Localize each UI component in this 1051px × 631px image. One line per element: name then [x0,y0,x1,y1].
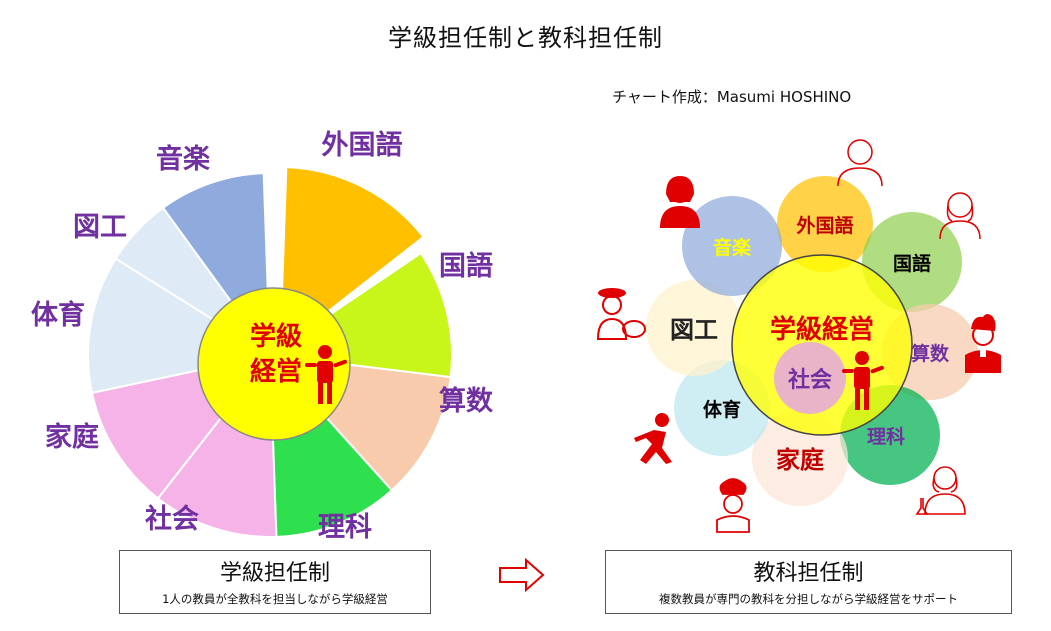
left-caption-box: 学級担任制 1人の教員が全教科を担当しながら学級経営 [119,550,431,614]
subject-label-katei: 家庭 [776,446,824,474]
right-caption-title: 教科担任制 [753,561,864,586]
right-caption-subtitle: 複数教員が専門の教科を分担しながら学級経営をサポート [659,592,958,606]
scientist-icon [915,466,966,515]
subject-label-kokugo: 国語 [893,252,931,275]
subject-label-gaikokugo: 外国語 [796,214,853,237]
chef-icon [716,478,750,533]
subject-label-zuko: 図工 [670,316,718,344]
right-shakai-label: 社会 [788,367,832,393]
subject-circle-zuko [646,280,742,376]
subject-circle-gaikokugo [777,176,873,272]
subject-label-taiiku: 体育 [703,398,741,421]
teacher-boy-icon [965,314,1001,373]
pie-label-ongaku: 音楽 [156,143,210,175]
subject-label-ongaku: 音楽 [713,236,752,259]
left-caption-title: 学級担任制 [219,561,330,586]
left-center-label-line2: 経営 [250,356,302,387]
subject-circle-ongaku [682,196,782,296]
pie-label-zuko: 図工 [73,212,127,243]
left-center-label-line1: 学級 [250,321,302,352]
teacher-female-filled-icon [660,176,700,228]
subject-label-rika: 理科 [867,425,905,448]
teacher-icon [305,345,347,404]
left-center-circle [197,287,351,441]
right-center-label: 学級経営 [770,314,874,345]
pie-label-kokugo: 国語 [439,250,493,282]
pie-label-rika: 理科 [318,512,372,543]
pie-label-katei: 家庭 [45,421,99,453]
page-title: 学級担任制と教科担任制 [388,24,663,52]
teacher-male-outline-icon [837,139,883,187]
left-caption-subtitle: 1人の教員が全教科を担当しながら学級経営 [162,592,388,606]
right-shakai-circle [774,342,846,414]
teacher-female-outline-icon [939,192,981,240]
subject-label-sansu: 算数 [911,342,950,365]
pie-label-sansu: 算数 [439,385,494,417]
right-arrow-icon [499,558,545,592]
chart-credit: チャート作成：Masumi HOSHINO [612,88,852,106]
pie-label-taiiku: 体育 [31,299,85,331]
pie-label-shakai: 社会 [145,503,199,535]
pie-label-gaikokugo: 外国語 [322,129,403,161]
center-teacher-icon [842,351,884,410]
running-person-icon [634,413,672,464]
painter-icon [596,288,646,340]
right-caption-box: 教科担任制 複数教員が専門の教科を分担しながら学級経営をサポート [605,550,1012,614]
